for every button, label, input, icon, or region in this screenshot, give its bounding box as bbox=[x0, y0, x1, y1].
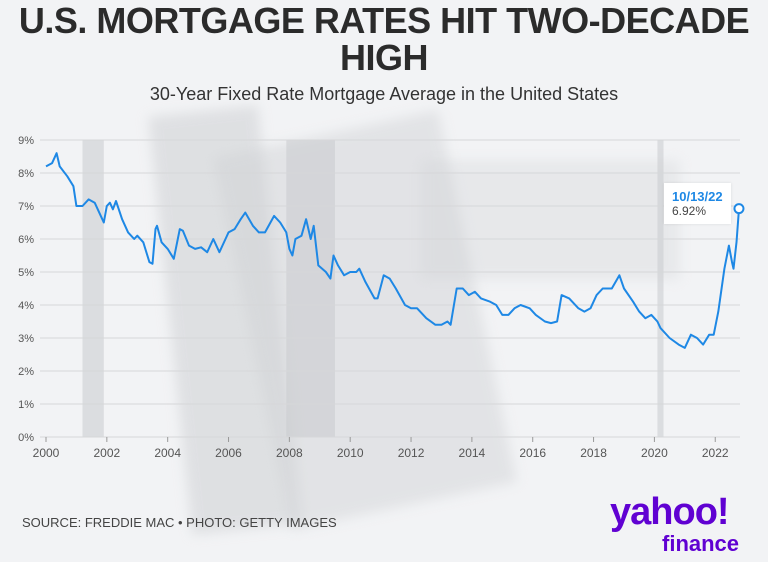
annotation-tooltip: 10/13/22 6.92% bbox=[664, 183, 731, 224]
y-tick-label: 8% bbox=[18, 168, 34, 180]
y-tick-label: 2% bbox=[18, 366, 34, 378]
y-tick-label: 5% bbox=[18, 267, 34, 279]
logo-sub: finance bbox=[662, 531, 740, 556]
x-tick-label: 2018 bbox=[580, 446, 607, 460]
latest-point-marker bbox=[733, 203, 745, 215]
x-tick-label: 2004 bbox=[154, 446, 181, 460]
recession-band bbox=[657, 140, 664, 437]
x-tick-label: 2020 bbox=[641, 446, 668, 460]
chart-title: U.S. MORTGAGE RATES HIT TWO-DECADE HIGH bbox=[18, 0, 750, 78]
x-tick-label: 2008 bbox=[276, 446, 303, 460]
recession-band bbox=[82, 140, 104, 437]
x-tick-label: 2002 bbox=[93, 446, 120, 460]
x-tick-label: 2000 bbox=[33, 446, 60, 460]
x-tick-label: 2012 bbox=[398, 446, 425, 460]
x-tick-label: 2014 bbox=[459, 446, 486, 460]
y-tick-label: 0% bbox=[18, 432, 34, 444]
x-tick-label: 2016 bbox=[519, 446, 546, 460]
y-tick-label: 3% bbox=[18, 333, 34, 345]
chart-subtitle: 30-Year Fixed Rate Mortgage Average in t… bbox=[149, 84, 619, 104]
y-tick-label: 4% bbox=[18, 300, 34, 312]
x-tick-label: 2022 bbox=[702, 446, 729, 460]
source-note: SOURCE: FREDDIE MAC • PHOTO: GETTY IMAGE… bbox=[22, 515, 337, 530]
x-tick-label: 2006 bbox=[215, 446, 242, 460]
recession-band bbox=[286, 140, 335, 437]
y-tick-label: 1% bbox=[18, 399, 34, 411]
y-tick-label: 9% bbox=[18, 135, 34, 147]
x-tick-label: 2010 bbox=[337, 446, 364, 460]
yahoo-finance-logo: yahoo! finance bbox=[610, 492, 739, 556]
rate-line bbox=[45, 152, 740, 349]
y-tick-label: 7% bbox=[18, 201, 34, 213]
logo-word: yahoo! bbox=[610, 491, 730, 533]
annotation-value: 6.92% bbox=[672, 204, 707, 218]
background-photo-shadow bbox=[420, 160, 680, 280]
annotation-date: 10/13/22 bbox=[672, 189, 723, 204]
y-tick-label: 6% bbox=[18, 234, 34, 246]
